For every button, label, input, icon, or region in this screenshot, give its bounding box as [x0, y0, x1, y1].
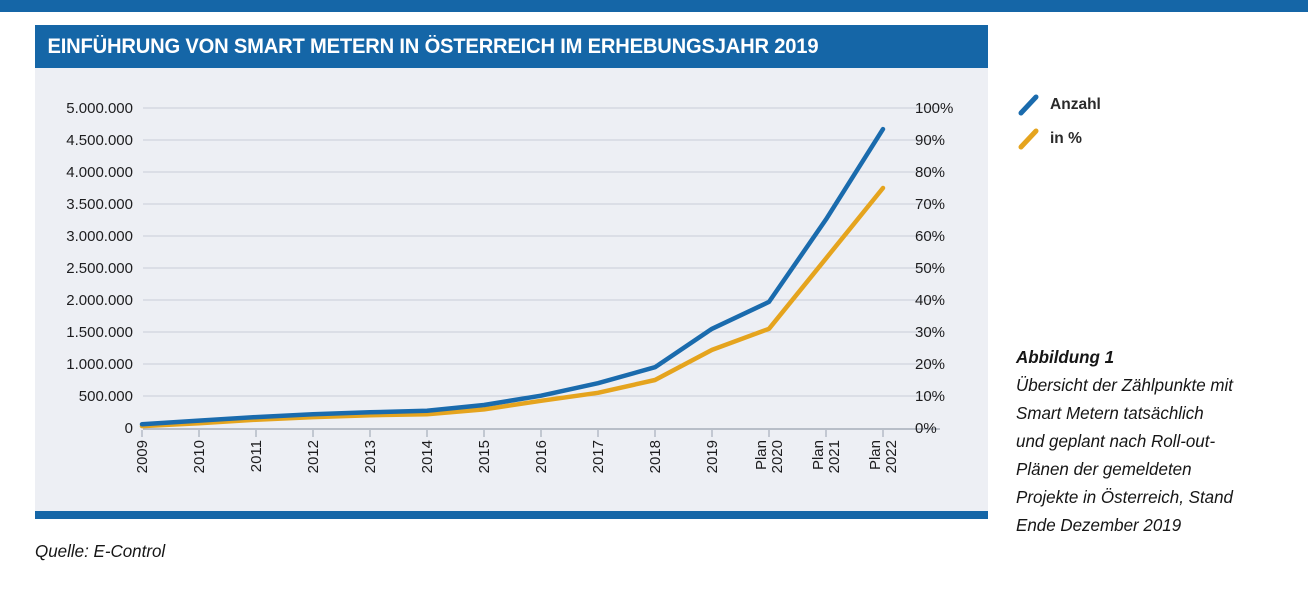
x-axis-tick-label: 2018: [647, 440, 664, 473]
x-axis-tick-label: 2019: [704, 440, 721, 473]
x-axis-tick-label: 2021: [826, 440, 843, 473]
chart-title: EINFÜHRUNG VON SMART METERN IN ÖSTERREIC…: [47, 34, 819, 58]
legend-label: in %: [1050, 130, 1082, 147]
figure-caption: Abbildung 1 Übersicht der Zählpunkte mit…: [1016, 343, 1292, 539]
x-axis-tick-label: Plan: [753, 440, 770, 470]
x-axis-label-group: 2018: [647, 440, 664, 473]
caption-line: Plänen der gemeldeten: [1016, 459, 1192, 479]
x-axis-label-group: 2019: [704, 440, 721, 473]
left-axis-tick-label: 4.500.000: [66, 132, 133, 149]
line-chart: 0 0% 500.000 10% 1.000.000 20% 1.500.000 30% 2.0…: [66, 100, 953, 473]
x-axis-tick-label: 2017: [590, 440, 607, 473]
caption-line: Übersicht der Zählpunkte mit: [1016, 375, 1234, 395]
right-axis-tick-label: 10%: [915, 388, 945, 405]
x-axis-label-group: 2017: [590, 440, 607, 473]
chart-legend: Anzahl in %: [1016, 88, 1102, 156]
x-axis-tick-label: Plan: [867, 440, 884, 470]
left-axis-tick-label: 1.000.000: [66, 356, 133, 373]
source-note: Quelle: E-Control: [35, 541, 166, 561]
orange-slash-icon: [1018, 128, 1039, 150]
right-axis-tick-label: 50%: [915, 260, 945, 277]
series-line-anzahl: [139, 126, 886, 427]
x-axis-label-group: 2010: [191, 440, 208, 473]
x-axis-label-group: 2009: [134, 440, 151, 473]
x-axis-tick-label: 2022: [883, 440, 900, 473]
x-axis-label-group: 2014: [419, 440, 436, 473]
left-axis-tick-label: 2.000.000: [66, 292, 133, 309]
x-axis-tick-label: 2015: [476, 440, 493, 473]
x-axis-tick-label: 2012: [305, 440, 322, 473]
chart-title-bar: EINFÜHRUNG VON SMART METERN IN ÖSTERREIC…: [35, 25, 988, 68]
x-axis-tick-label: 2014: [419, 440, 436, 473]
left-axis-tick-label: 4.000.000: [66, 164, 133, 181]
caption-line: Projekte in Österreich, Stand: [1016, 487, 1234, 507]
x-axis-label-group: 2016: [533, 440, 550, 473]
chart-panel: 0 0% 500.000 10% 1.000.000 20% 1.500.000 30% 2.0…: [35, 68, 988, 511]
left-axis-tick-label: 3.500.000: [66, 196, 133, 213]
right-axis-tick-label: 20%: [915, 356, 945, 373]
x-axis-label-group: 2011: [248, 440, 265, 472]
x-axis-tick-label: 2011: [248, 440, 265, 472]
right-axis-tick-label: 30%: [915, 324, 945, 341]
x-axis-tick-label: 2016: [533, 440, 550, 473]
left-axis-tick-label: 5.000.000: [66, 100, 133, 117]
left-axis-tick-label: 2.500.000: [66, 260, 133, 277]
legend-item-anzahl: Anzahl: [1016, 88, 1102, 122]
right-axis-tick-label: 60%: [915, 228, 945, 245]
blue-slash-icon: [1018, 94, 1039, 116]
x-axis-tick-label: 2010: [191, 440, 208, 473]
series-line-in: [139, 185, 886, 429]
left-axis-tick-label: 1.500.000: [66, 324, 133, 341]
caption-line: und geplant nach Roll-out-: [1016, 431, 1216, 451]
panel-bottom-rule: [35, 511, 988, 519]
right-axis-tick-label: 70%: [915, 196, 945, 213]
legend-item-prozent: in %: [1016, 122, 1102, 156]
caption-line: Smart Metern tatsächlich: [1016, 403, 1204, 423]
x-axis-tick-label: Plan: [810, 440, 827, 470]
right-axis-tick-label: 90%: [915, 132, 945, 149]
left-axis-tick-label: 500.000: [79, 388, 133, 405]
x-axis-label-group: 2015: [476, 440, 493, 473]
right-axis-tick-label: 40%: [915, 292, 945, 309]
x-axis-label-group: Plan 2020: [753, 440, 786, 473]
x-axis-tick-label: 2013: [362, 440, 379, 473]
page-top-rule: [0, 0, 1308, 12]
x-axis-tick-label: 2020: [769, 440, 786, 473]
left-axis-tick-label: 0: [125, 420, 133, 437]
caption-title: Abbildung 1: [1016, 347, 1115, 367]
right-axis-tick-label: 80%: [915, 164, 945, 181]
x-axis-label-group: Plan 2021: [810, 440, 843, 473]
right-axis-tick-label: 0%: [915, 420, 937, 437]
x-axis-label-group: 2012: [305, 440, 322, 473]
x-axis-tick-label: 2009: [134, 440, 151, 473]
right-axis-tick-label: 100%: [915, 100, 953, 117]
legend-label: Anzahl: [1050, 96, 1101, 113]
x-axis-label-group: 2013: [362, 440, 379, 473]
x-axis-label-group: Plan 2022: [867, 440, 900, 473]
caption-line: Ende Dezember 2019: [1016, 515, 1182, 535]
left-axis-tick-label: 3.000.000: [66, 228, 133, 245]
